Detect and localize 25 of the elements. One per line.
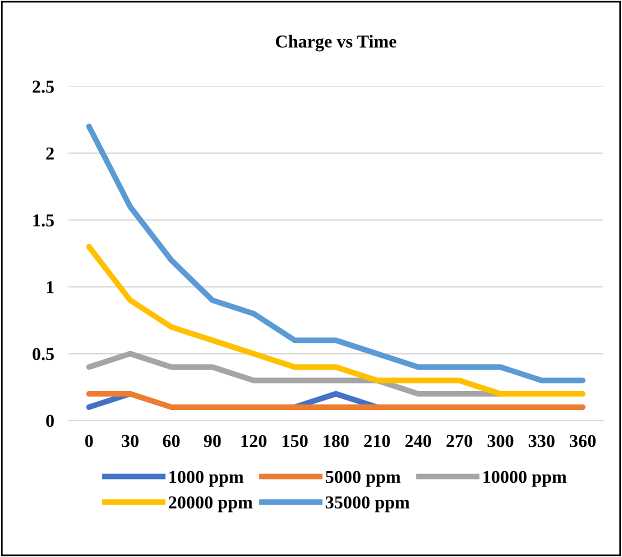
legend-label: 10000 ppm	[484, 470, 567, 487]
y-tick-label: 2	[46, 147, 54, 160]
x-tick-label: 180	[324, 434, 349, 448]
x-tick-label: 30	[122, 434, 138, 448]
y-tick-label: 0.5	[32, 348, 54, 360]
x-tick-label: 240	[405, 434, 432, 448]
x-tick-label: 360	[570, 434, 596, 448]
x-tick-label: 300	[488, 434, 514, 448]
chart-title: Charge vs Time	[276, 34, 396, 52]
y-tick-label: 1.5	[33, 214, 54, 227]
x-tick-label: 270	[446, 434, 472, 448]
legend-label: 5000 ppm	[326, 470, 401, 487]
x-tick-label: 150	[282, 434, 308, 448]
x-tick-label: 330	[528, 434, 554, 448]
x-tick-label: 60	[162, 434, 180, 448]
x-tick-label: 90	[204, 434, 221, 448]
legend-label: 1000 ppm	[170, 470, 244, 487]
legend-label: 35000 ppm	[326, 496, 410, 512]
legend-label: 20000 ppm	[168, 496, 253, 512]
y-tick-label: 0	[46, 414, 54, 427]
y-tick-label: 1	[46, 281, 54, 294]
x-tick-label: 210	[364, 434, 390, 448]
y-tick-label: 2.5	[32, 80, 54, 93]
x-tick-label: 0	[85, 434, 93, 448]
x-tick-label: 120	[241, 434, 266, 448]
